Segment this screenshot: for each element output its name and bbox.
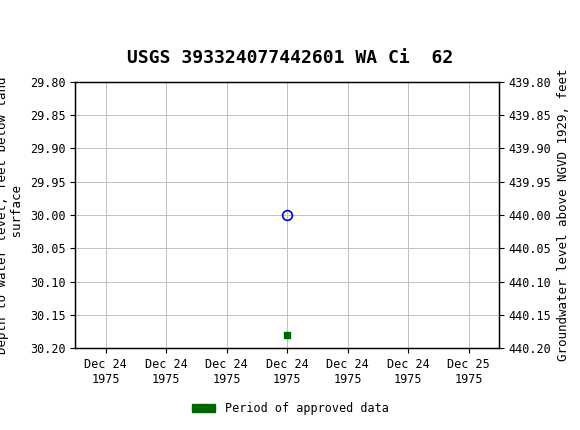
- Text: ▒USGS: ▒USGS: [12, 15, 70, 37]
- Text: USGS 393324077442601 WA Ci  62: USGS 393324077442601 WA Ci 62: [127, 49, 453, 67]
- Y-axis label: Depth to water level, feet below land
 surface: Depth to water level, feet below land su…: [0, 76, 24, 354]
- Y-axis label: Groundwater level above NGVD 1929, feet: Groundwater level above NGVD 1929, feet: [557, 69, 570, 361]
- Legend: Period of approved data: Period of approved data: [187, 397, 393, 420]
